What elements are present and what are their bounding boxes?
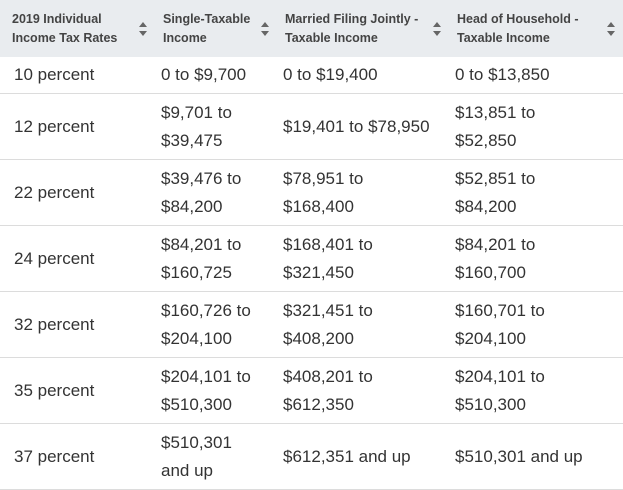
rate-cell: 37 percent (0, 423, 155, 490)
income-cell: $19,401 to $78,950 (277, 93, 449, 160)
table-row: 22 percent $39,476 to $84,200 $78,951 to $… (0, 159, 623, 226)
income-cell: $168,401 to $321,450 (277, 225, 449, 292)
table-row: 35 percent $204,101 to $510,300 $408,201 t… (0, 357, 623, 424)
rate-cell: 22 percent (0, 159, 155, 226)
header-text: 2019 Individual Income Tax Rates (12, 11, 118, 45)
income-cell: 0 to $19,400 (277, 57, 449, 94)
income-cell: $321,451 to $408,200 (277, 291, 449, 358)
income-cell: $160,701 to $204,100 (449, 291, 623, 358)
income-cell: $9,701 to $39,475 (155, 93, 277, 160)
sort-icon[interactable] (139, 22, 147, 36)
rate-cell: 35 percent (0, 357, 155, 424)
table-row: 12 percent $9,701 to $39,475 $19,401 to $7… (0, 93, 623, 160)
income-cell: $84,201 to $160,700 (449, 225, 623, 292)
income-cell: $52,851 to $84,200 (449, 159, 623, 226)
table-body: 10 percent 0 to $9,700 0 to $19,400 0 to $1… (0, 57, 623, 490)
rate-cell: 24 percent (0, 225, 155, 292)
table-row: 37 percent $510,301 and up $612,351 and up… (0, 423, 623, 490)
column-header[interactable]: Single-Taxable Income (155, 0, 277, 57)
income-cell: $510,301 and up (155, 423, 277, 490)
rate-cell: 10 percent (0, 57, 155, 94)
sort-icon[interactable] (261, 22, 269, 36)
table-row: 24 percent $84,201 to $160,725 $168,401 to… (0, 225, 623, 292)
table-row: 10 percent 0 to $9,700 0 to $19,400 0 to $1… (0, 57, 623, 94)
income-cell: $39,476 to $84,200 (155, 159, 277, 226)
column-header[interactable]: 2019 Individual Income Tax Rates (0, 0, 155, 57)
income-cell: $408,201 to $612,350 (277, 357, 449, 424)
table-row: 32 percent $160,726 to $204,100 $321,451 t… (0, 291, 623, 358)
sort-icon[interactable] (433, 22, 441, 36)
income-cell: $84,201 to $160,725 (155, 225, 277, 292)
header-text: Head of Household - Taxable Income (457, 11, 579, 45)
income-cell: $160,726 to $204,100 (155, 291, 277, 358)
sort-icon[interactable] (607, 22, 615, 36)
income-cell: $204,101 to $510,300 (449, 357, 623, 424)
income-cell: 0 to $13,850 (449, 57, 623, 94)
column-header[interactable]: Married Filing Jointly - Taxable Income (277, 0, 449, 57)
rate-cell: 32 percent (0, 291, 155, 358)
header-row: 2019 Individual Income Tax Rates Single-T… (0, 0, 623, 57)
column-header[interactable]: Head of Household - Taxable Income (449, 0, 623, 57)
header-text: Single-Taxable Income (163, 11, 251, 45)
income-cell: $13,851 to $52,850 (449, 93, 623, 160)
header-text: Married Filing Jointly - Taxable Income (285, 11, 419, 45)
income-cell: 0 to $9,700 (155, 57, 277, 94)
income-cell: $204,101 to $510,300 (155, 357, 277, 424)
rate-cell: 12 percent (0, 93, 155, 160)
income-cell: $612,351 and up (277, 423, 449, 490)
income-cell: $78,951 to $168,400 (277, 159, 449, 226)
income-cell: $510,301 and up (449, 423, 623, 490)
